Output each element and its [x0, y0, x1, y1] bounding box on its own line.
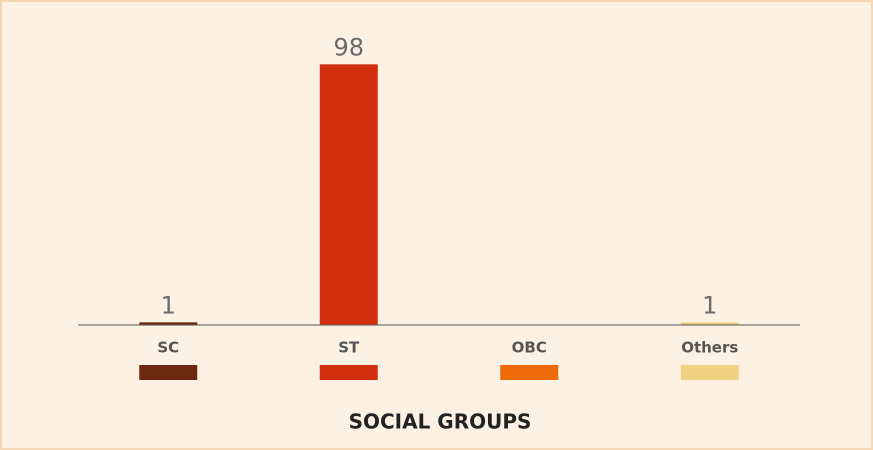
legend-swatch — [500, 365, 559, 380]
x-tick-label: SC — [157, 339, 179, 357]
bar — [319, 64, 378, 325]
bar — [139, 322, 198, 325]
bar — [680, 322, 739, 325]
x-tick-label: Others — [681, 339, 738, 357]
value-label: 98 — [333, 33, 364, 61]
legend-swatch — [680, 365, 739, 380]
x-tick-label: OBC — [512, 339, 547, 357]
legend-swatch — [139, 365, 198, 380]
chart-title: SOCIAL GROUPS — [349, 410, 532, 434]
value-label: 1 — [702, 291, 717, 319]
legend-swatch — [319, 365, 378, 380]
x-tick-label: ST — [338, 339, 360, 357]
value-label: 1 — [161, 291, 176, 319]
